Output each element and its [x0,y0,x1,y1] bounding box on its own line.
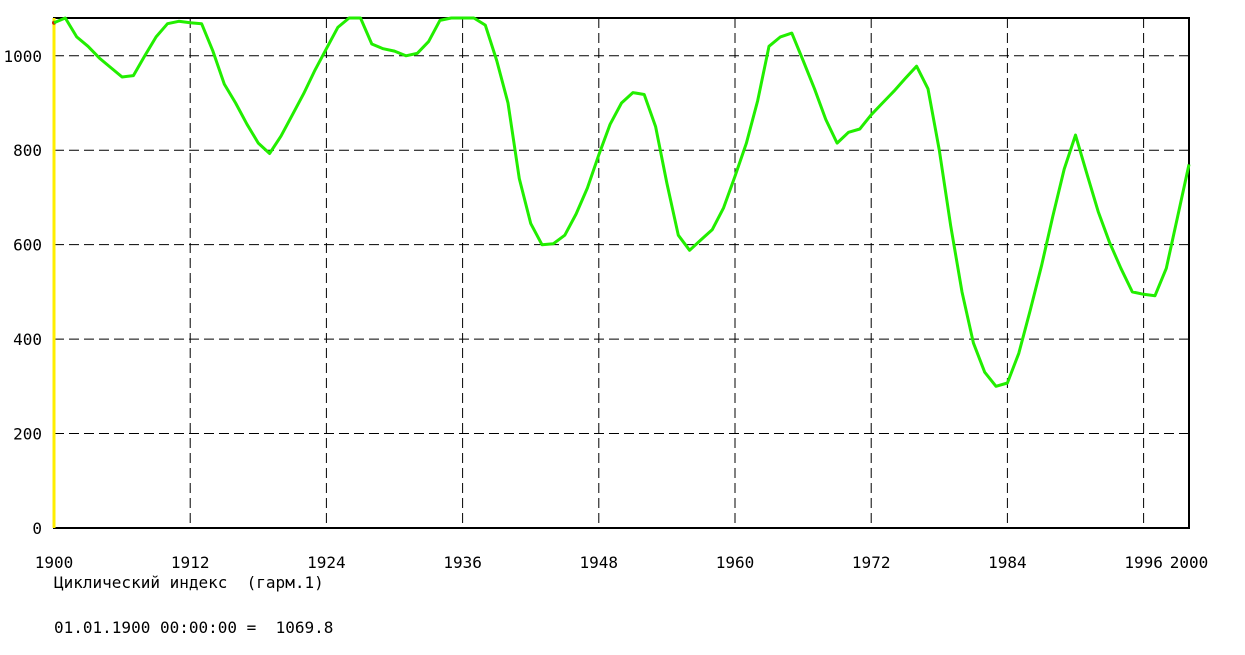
cyclic-index-chart: 1900 1912 1924 1936 1948 1960 1972 1984 1996 2000… [3,16,1209,572]
cursor-readout: 01.01.1900 00:00:00 = 1069.8 [54,618,333,637]
series-line [53,16,1191,388]
x-tick-label-1960: 1960 [716,553,755,572]
x-tick-label-1972: 1972 [852,553,891,572]
x-tick-label-1984: 1984 [988,553,1027,572]
y-tick-label-1000: 1000 [3,47,42,66]
x-tick-label-1900: 1900 [35,553,74,572]
grid-lines [54,18,1189,528]
x-tick-label-1936: 1936 [443,553,482,572]
y-tick-label-200: 200 [13,425,42,444]
y-tick-label-600: 600 [13,236,42,255]
chart-title: Циклический индекс (гарм.1) [54,573,324,592]
y-tick-label-0: 0 [32,519,42,538]
x-tick-label-1948: 1948 [580,553,619,572]
y-tick-label-400: 400 [13,330,42,349]
x-tick-label-1924: 1924 [307,553,346,572]
readout-timestamp: 01.01.1900 00:00:00 [54,618,238,637]
x-tick-label-1996: 1996 [1124,553,1163,572]
x-axis-tick-labels: 1900 1912 1924 1936 1948 1960 1972 1984 1996 2000 [35,553,1209,572]
y-axis-tick-labels: 0 200 400 600 800 1000 [3,47,42,538]
plot-frame [53,17,1190,529]
x-tick-label-1912: 1912 [171,553,210,572]
y-tick-label-800: 800 [13,141,42,160]
x-tick-label-2000: 2000 [1170,553,1209,572]
readout-separator: = [246,618,257,637]
readout-value: 1069.8 [275,618,334,637]
